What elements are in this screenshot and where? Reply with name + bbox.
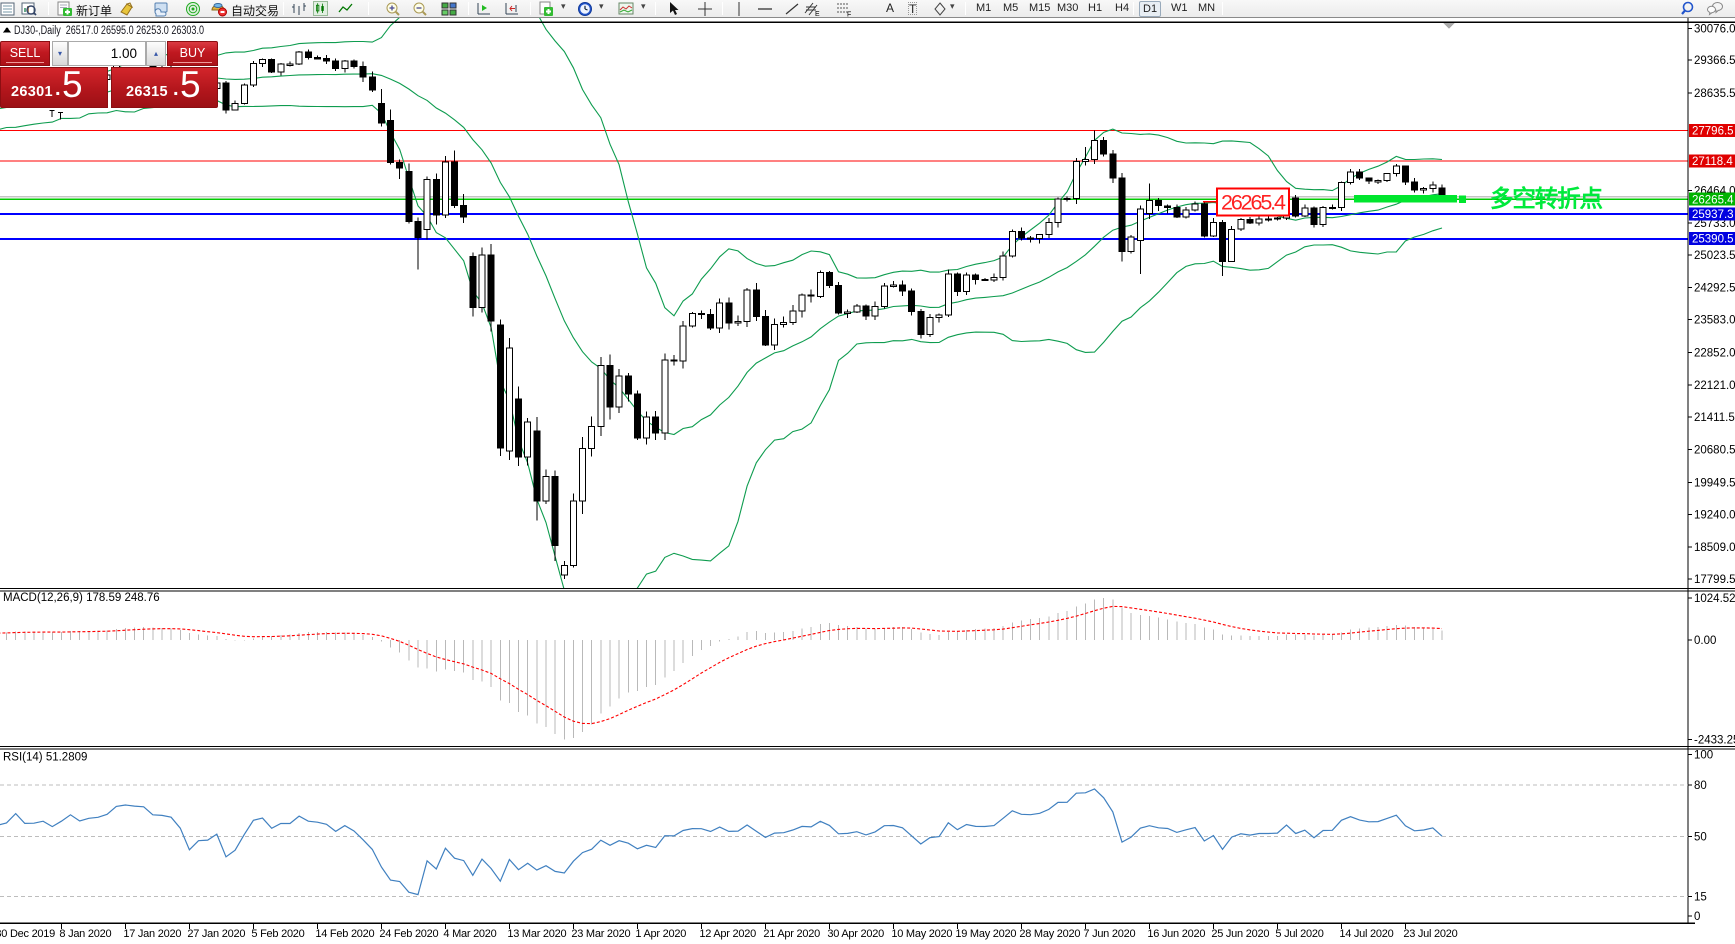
svg-text:14 Feb 2020: 14 Feb 2020 (315, 928, 374, 940)
svg-text:25937.3: 25937.3 (1692, 209, 1734, 221)
svg-text:80: 80 (1694, 780, 1707, 792)
svg-text:0.00: 0.00 (1694, 635, 1716, 647)
svg-text:13 Mar 2020: 13 Mar 2020 (507, 928, 566, 940)
svg-text:23 Mar 2020: 23 Mar 2020 (571, 928, 630, 940)
svg-text:12 Apr 2020: 12 Apr 2020 (699, 928, 756, 940)
svg-text:24292.5: 24292.5 (1694, 283, 1735, 295)
svg-text:0: 0 (1694, 911, 1700, 923)
svg-text:8 Jan 2020: 8 Jan 2020 (59, 928, 111, 940)
svg-text:1024.52: 1024.52 (1694, 593, 1735, 605)
svg-text:17799.5: 17799.5 (1694, 574, 1735, 586)
svg-text:100: 100 (1694, 749, 1713, 761)
svg-text:F: F (847, 12, 851, 18)
svg-text:50: 50 (1694, 832, 1707, 844)
svg-text:22852.0: 22852.0 (1694, 347, 1735, 359)
svg-text:21411.5: 21411.5 (1694, 412, 1735, 424)
svg-text:E: E (815, 11, 820, 17)
svg-text:多空转折点: 多空转折点 (1490, 185, 1603, 213)
svg-text:23 Jul 2020: 23 Jul 2020 (1403, 928, 1457, 940)
svg-text:MACD(12,26,9) 178.59 248.76: MACD(12,26,9) 178.59 248.76 (3, 592, 160, 604)
svg-text:7 Jun 2020: 7 Jun 2020 (1083, 928, 1135, 940)
svg-text:19 May 2020: 19 May 2020 (955, 928, 1016, 940)
svg-text:29366.5: 29366.5 (1694, 55, 1735, 67)
svg-text:22121.0: 22121.0 (1694, 380, 1735, 392)
svg-text:20680.5: 20680.5 (1694, 445, 1735, 457)
svg-text:4 Mar 2020: 4 Mar 2020 (443, 928, 496, 940)
svg-text:-2433.25: -2433.25 (1694, 735, 1735, 747)
svg-text:27796.5: 27796.5 (1692, 126, 1734, 138)
svg-text:10 May 2020: 10 May 2020 (891, 928, 952, 940)
svg-text:1 Apr 2020: 1 Apr 2020 (635, 928, 686, 940)
svg-text:18509.0: 18509.0 (1694, 542, 1735, 554)
svg-text:19240.0: 19240.0 (1694, 509, 1735, 521)
svg-text:5 Jul 2020: 5 Jul 2020 (1275, 928, 1323, 940)
svg-text:24 Feb 2020: 24 Feb 2020 (379, 928, 438, 940)
svg-text:26265.4: 26265.4 (1692, 194, 1734, 206)
svg-text:RSI(14) 51.2809: RSI(14) 51.2809 (3, 752, 87, 764)
svg-text:27 Jan 2020: 27 Jan 2020 (187, 928, 245, 940)
svg-text:DJ30-,Daily 26517.0 26595.0 2: DJ30-,Daily 26517.0 26595.0 26253.0 2630… (14, 25, 204, 37)
svg-text:26265.4: 26265.4 (1221, 191, 1286, 215)
svg-text:25390.5: 25390.5 (1692, 234, 1734, 246)
svg-text:15: 15 (1694, 891, 1707, 903)
svg-text:27118.4: 27118.4 (1692, 156, 1733, 168)
svg-text:19949.5: 19949.5 (1694, 478, 1735, 490)
svg-text:28635.5: 28635.5 (1694, 88, 1735, 100)
svg-text:28 May 2020: 28 May 2020 (1019, 928, 1080, 940)
svg-text:23583.0: 23583.0 (1694, 315, 1735, 327)
svg-text:21 Apr 2020: 21 Apr 2020 (763, 928, 820, 940)
svg-text:5 Feb 2020: 5 Feb 2020 (251, 928, 304, 940)
svg-text:30076.0: 30076.0 (1694, 23, 1735, 35)
svg-text:16 Jun 2020: 16 Jun 2020 (1147, 928, 1205, 940)
svg-text:25 Jun 2020: 25 Jun 2020 (1211, 928, 1269, 940)
svg-text:25733.0: 25733.0 (1694, 218, 1735, 230)
svg-text:17 Jan 2020: 17 Jan 2020 (123, 928, 181, 940)
svg-text:14 Jul 2020: 14 Jul 2020 (1339, 928, 1393, 940)
svg-text:30 Apr 2020: 30 Apr 2020 (827, 928, 884, 940)
svg-text:25023.5: 25023.5 (1694, 250, 1735, 262)
svg-text:30 Dec 2019: 30 Dec 2019 (0, 928, 55, 940)
